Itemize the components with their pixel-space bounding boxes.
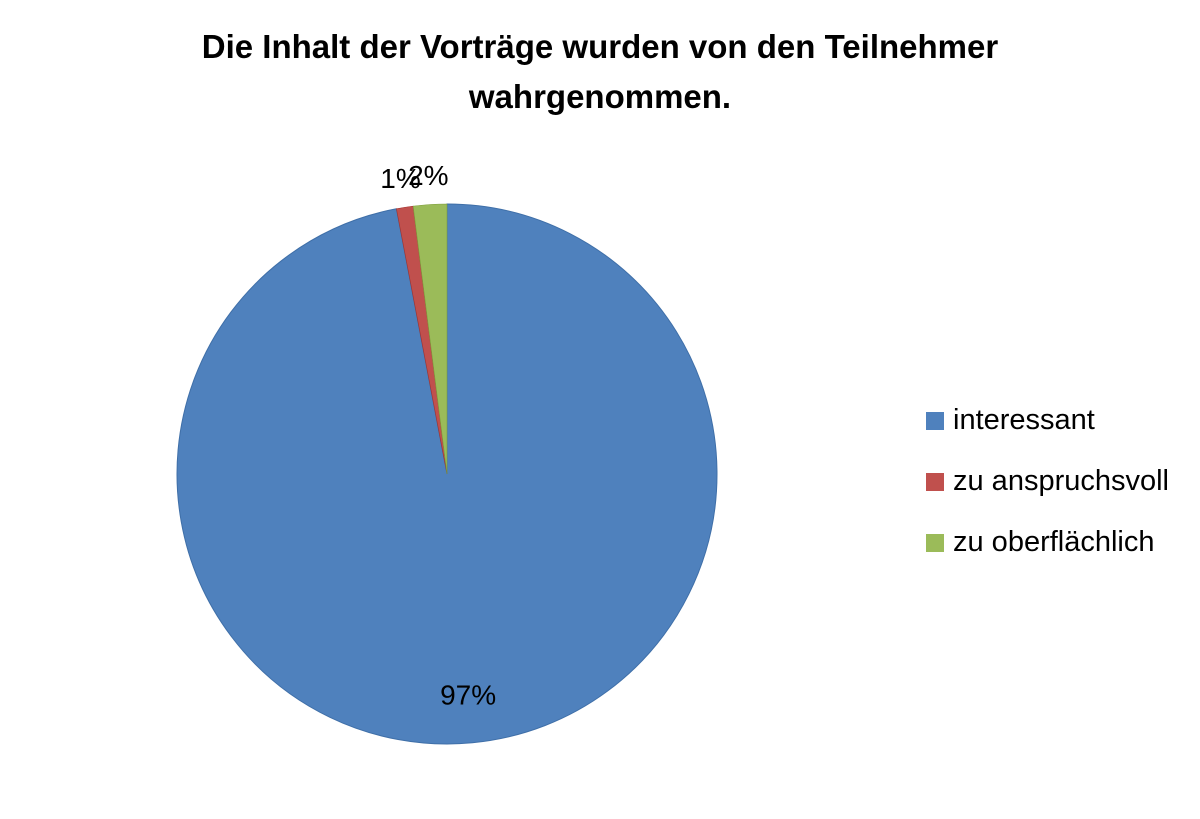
- legend: interessant zu anspruchsvoll zu oberfläc…: [926, 390, 1169, 573]
- data-label-zu-anspruchsvoll: 1%: [380, 163, 420, 194]
- pie-slice-zu-oberflaechlich: [412, 203, 448, 475]
- legend-label-zu-anspruchsvoll: zu anspruchsvoll: [953, 465, 1169, 497]
- legend-swatch-zu-anspruchsvoll: [926, 472, 944, 491]
- pie-slices: [176, 203, 718, 745]
- chart-title: Die Inhalt der Vorträge wurden von den T…: [201, 28, 999, 115]
- data-label-zu-oberflaechlich: 2%: [408, 160, 448, 191]
- data-labels: 97% 1%2%: [380, 160, 496, 711]
- legend-label-interessant: interessant: [953, 404, 1095, 436]
- legend-label-zu-oberflaechlich: zu oberflächlich: [953, 526, 1155, 558]
- legend-swatch-zu-oberflaechlich: [926, 533, 944, 552]
- data-label-interessant: 97%: [440, 679, 496, 710]
- legend-swatch-interessant: [926, 411, 944, 430]
- legend-item-interessant: interessant: [926, 390, 1169, 451]
- legend-item-zu-anspruchsvoll: zu anspruchsvoll: [926, 451, 1169, 512]
- legend-item-zu-oberflaechlich: zu oberflächlich: [926, 512, 1169, 573]
